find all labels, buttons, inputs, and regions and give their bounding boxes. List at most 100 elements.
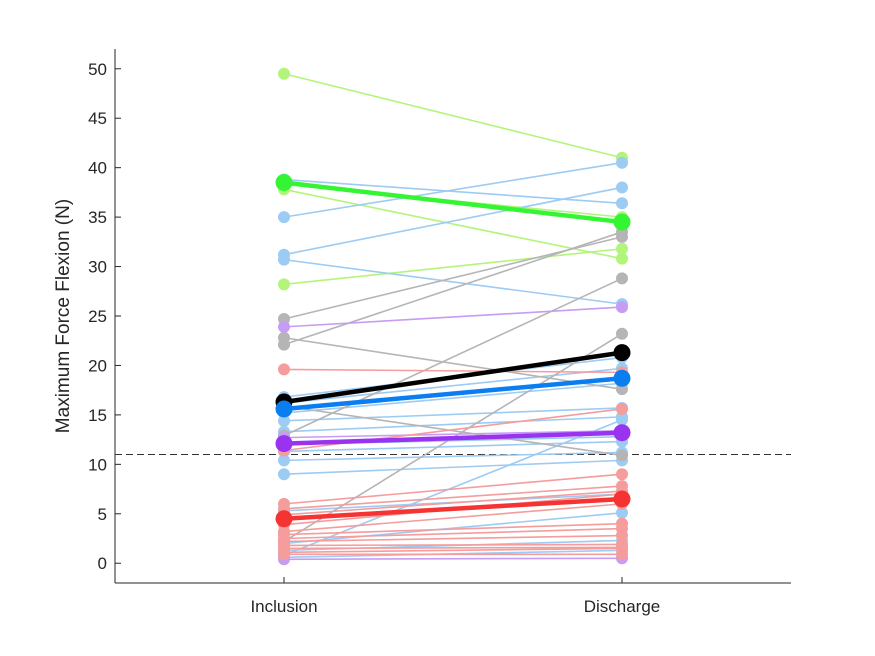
x-tick-label: Inclusion [250,597,317,616]
data-point [616,252,628,265]
series-line [283,368,623,374]
mean-point [613,369,631,387]
series-line [283,367,623,404]
series-line [283,72,623,159]
series-green [278,242,628,291]
y-tick-label: 5 [98,505,107,524]
series-blue [278,454,628,481]
mean-series-layer [275,174,631,528]
series-line [283,527,623,540]
x-ticks: Inclusion Discharge [250,577,660,616]
data-point [278,454,290,467]
data-point [278,363,290,376]
data-point [616,449,628,462]
y-tick-label: 20 [88,356,107,375]
series-line [283,186,623,256]
series-line [283,490,623,516]
mean-line [283,496,623,521]
series-line [283,277,623,437]
mean-line [283,180,623,225]
mean-point [613,213,631,231]
data-point [616,413,628,426]
data-point [278,548,290,561]
data-point [616,272,628,285]
y-tick-label: 10 [88,455,107,474]
series-purple [278,301,628,333]
data-point [616,197,628,210]
y-tick-label: 25 [88,307,107,326]
data-point [616,242,628,255]
data-point [616,402,628,415]
data-point [616,548,628,561]
mean-point [613,490,631,508]
mean-point [613,424,631,442]
series-line [283,416,623,433]
series-line [283,546,623,550]
mean-series-gray [275,344,631,411]
mean-series-green [275,174,631,231]
series-line [283,534,623,543]
series-line [283,188,623,260]
series-blue [278,156,628,224]
data-point [616,468,628,481]
series-line [283,473,623,505]
series-green [278,183,628,265]
series-line [283,451,623,462]
series-line [283,382,623,414]
mean-line [283,430,623,446]
data-point [278,338,290,351]
data-point [278,67,290,80]
mean-series-red [275,490,631,528]
mean-point [275,174,293,191]
series-line [283,407,623,422]
y-tick-label: 45 [88,109,107,128]
mean-point [613,344,631,362]
y-tick-label: 0 [98,554,107,573]
y-tick-label: 40 [88,159,107,178]
y-ticks: 0 5 10 15 20 25 30 35 40 45 50 [88,60,121,573]
data-point [278,414,290,427]
y-tick-label: 50 [88,60,107,79]
data-point [278,468,290,481]
data-point [616,181,628,194]
series-line [283,247,623,286]
mean-line [283,350,623,405]
series-line [283,178,623,205]
series-line [283,405,623,457]
series-line [283,557,623,561]
data-point [278,278,290,291]
x-tick-label: Discharge [584,597,661,616]
y-tick-label: 35 [88,208,107,227]
data-point [616,506,628,519]
series-line [283,503,623,533]
mean-point [275,435,293,453]
data-point [278,211,290,224]
mean-line [283,376,623,412]
mean-point [275,400,293,418]
series-line [283,547,623,554]
series-layer [278,67,628,566]
mean-series-blue [275,369,631,418]
data-point [616,529,628,542]
series-line [283,459,623,476]
series-line [283,161,623,218]
data-point [616,327,628,340]
series-line [283,543,623,547]
series-red [278,548,628,561]
data-point [278,320,290,333]
mean-point [275,510,293,528]
series-line [283,511,623,545]
series-line [283,429,623,439]
series-line [283,336,623,390]
data-point [616,156,628,169]
data-point [616,301,628,314]
series-line [283,258,623,305]
series-line [283,231,623,346]
series-line [283,306,623,328]
y-tick-label: 15 [88,406,107,425]
y-axis-title: Maximum Force Flexion (N) [53,199,74,433]
series-green [278,67,628,164]
series-line [283,522,623,536]
series-line [283,485,623,510]
